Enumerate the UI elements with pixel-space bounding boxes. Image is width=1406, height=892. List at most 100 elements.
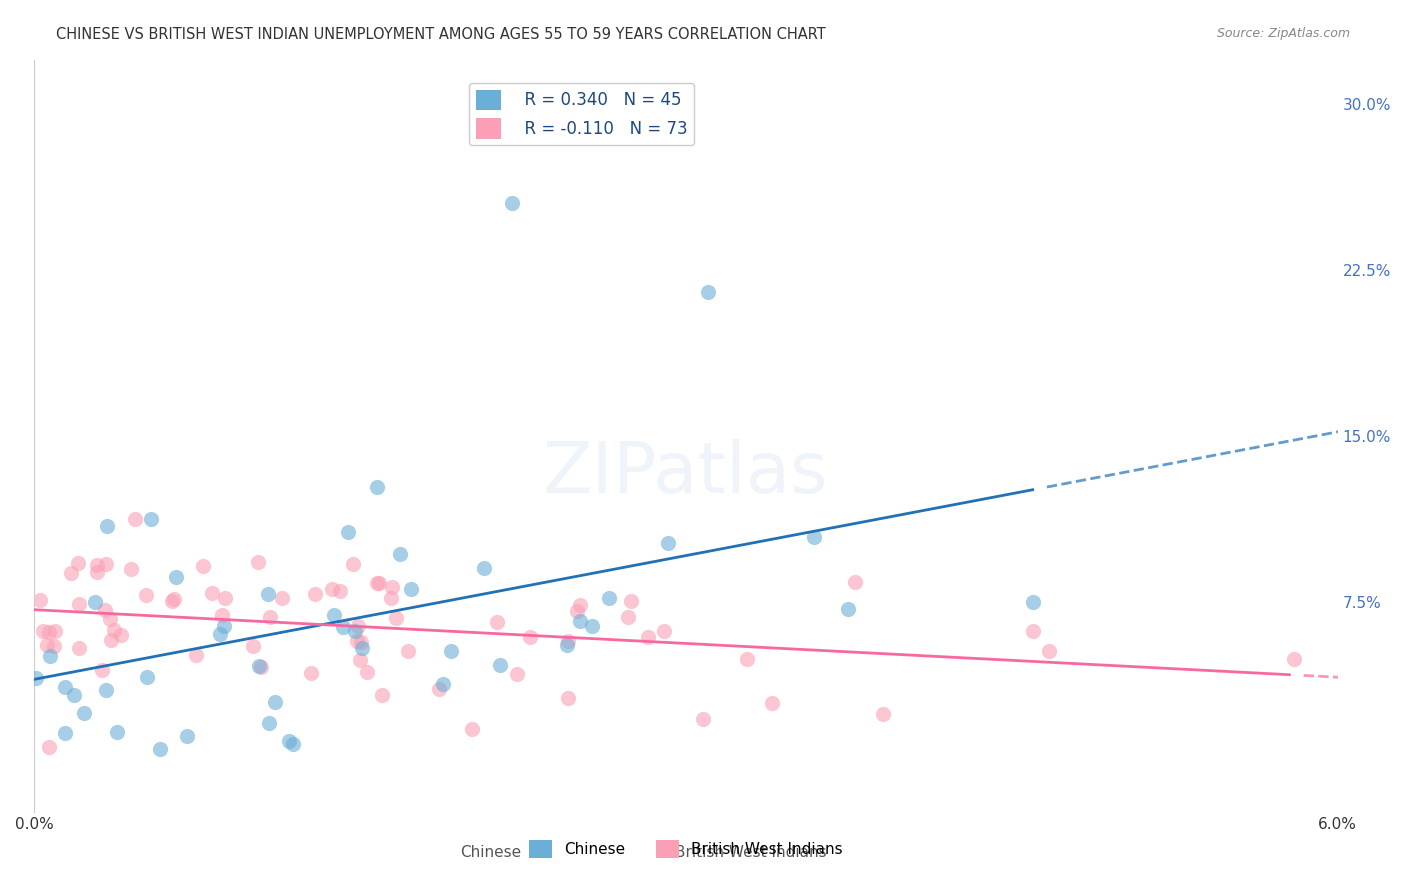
Point (257, 715, 280, 730)
Point (105, 724, 128, 739)
Point (474, 561, 496, 575)
Point (160, 594, 183, 608)
Point (124, 512, 146, 526)
Point (278, 733, 301, 747)
Point (1038, 643, 1060, 657)
Point (803, 530, 825, 544)
Point (735, 652, 758, 666)
Point (96, 683, 118, 698)
Text: Source: ZipAtlas.com: Source: ZipAtlas.com (1216, 27, 1350, 40)
Point (60, 566, 83, 580)
Text: CHINESE VS BRITISH WEST INDIAN UNEMPLOYMENT AMONG AGES 55 TO 59 YEARS CORRELATIO: CHINESE VS BRITISH WEST INDIAN UNEMPLOYM… (56, 27, 825, 42)
Point (35, 638, 58, 652)
Point (844, 574, 866, 589)
Point (86, 566, 108, 580)
Point (557, 638, 579, 652)
Point (761, 696, 783, 710)
Point (62, 688, 84, 702)
Point (304, 586, 326, 600)
Point (163, 591, 186, 606)
Point (617, 610, 640, 624)
Point (332, 620, 354, 634)
Point (66, 556, 89, 570)
Point (342, 558, 364, 572)
Point (350, 641, 373, 656)
Point (837, 602, 859, 616)
Point (247, 659, 270, 673)
Point (214, 619, 236, 633)
Point (201, 586, 224, 600)
Point (347, 619, 370, 633)
Point (501, 196, 523, 211)
Point (399, 582, 422, 597)
Point (381, 580, 404, 594)
Text: British West Indians: British West Indians (675, 845, 827, 860)
Point (569, 614, 592, 628)
Point (652, 624, 675, 638)
Point (380, 591, 402, 606)
Text: ZIPatlas: ZIPatlas (543, 439, 828, 508)
Point (208, 627, 231, 641)
Point (350, 635, 373, 649)
Point (299, 665, 322, 680)
Point (96, 558, 118, 572)
Point (259, 610, 281, 624)
Point (321, 582, 343, 596)
Point (388, 547, 411, 561)
Point (637, 630, 659, 644)
Point (242, 640, 264, 654)
Point (1022, 624, 1045, 639)
Point (53, 725, 76, 739)
Point (247, 555, 270, 569)
Point (24, 671, 46, 685)
Point (396, 644, 419, 658)
Point (356, 665, 378, 679)
Point (86, 558, 108, 573)
Point (598, 591, 620, 606)
Point (44, 624, 66, 638)
Point (135, 670, 157, 684)
Point (149, 741, 172, 756)
Point (103, 624, 125, 638)
Point (100, 633, 122, 648)
Point (657, 536, 679, 550)
Point (569, 598, 592, 612)
Point (432, 677, 454, 691)
Point (384, 611, 406, 625)
Point (249, 659, 271, 673)
Point (366, 575, 388, 590)
Point (31, 624, 53, 639)
Point (696, 285, 718, 299)
Point (440, 644, 463, 658)
Point (67, 640, 90, 655)
Point (91, 663, 114, 677)
Point (38, 740, 60, 755)
Text: Chinese: Chinese (460, 845, 522, 860)
Point (620, 594, 643, 608)
Point (506, 666, 529, 681)
Point (211, 608, 233, 623)
Point (489, 658, 512, 673)
Point (346, 634, 368, 648)
Point (257, 587, 280, 601)
Point (329, 583, 352, 598)
Point (1282, 651, 1305, 665)
Point (214, 591, 236, 606)
Point (263, 695, 285, 709)
Point (96, 519, 118, 533)
Point (371, 688, 394, 702)
Point (67, 597, 90, 611)
Point (565, 604, 588, 618)
Point (519, 630, 541, 644)
Point (557, 634, 579, 648)
Point (336, 524, 359, 539)
Point (427, 681, 450, 696)
Point (281, 737, 304, 751)
Point (120, 562, 142, 576)
Point (461, 722, 484, 736)
Point (38, 625, 60, 640)
Point (39, 649, 62, 664)
Point (98, 612, 121, 626)
Point (271, 591, 294, 605)
Point (184, 648, 207, 662)
